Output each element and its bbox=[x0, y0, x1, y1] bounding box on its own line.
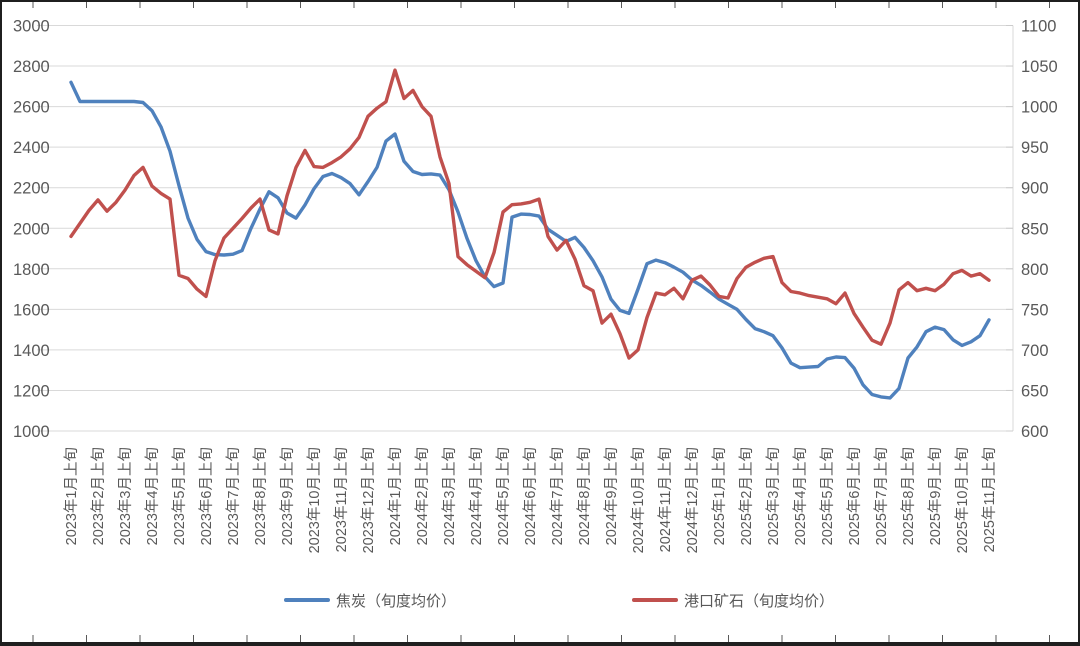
svg-text:900: 900 bbox=[1021, 180, 1049, 198]
svg-text:2024年11月上旬: 2024年11月上旬 bbox=[657, 447, 674, 552]
svg-text:2023年6月上旬: 2023年6月上旬 bbox=[198, 447, 215, 545]
svg-text:1000: 1000 bbox=[13, 423, 50, 441]
svg-text:2023年11月上旬: 2023年11月上旬 bbox=[333, 447, 350, 552]
svg-text:800: 800 bbox=[1021, 261, 1049, 279]
svg-text:2025年1月上旬: 2025年1月上旬 bbox=[711, 447, 728, 545]
svg-text:2600: 2600 bbox=[13, 99, 50, 117]
svg-text:2024年12月上旬: 2024年12月上旬 bbox=[684, 447, 701, 553]
svg-text:2025年8月上旬: 2025年8月上旬 bbox=[900, 447, 917, 545]
svg-text:2025年11月上旬: 2025年11月上旬 bbox=[981, 447, 998, 552]
svg-text:2024年6月上旬: 2024年6月上旬 bbox=[522, 447, 539, 545]
svg-text:2024年3月上旬: 2024年3月上旬 bbox=[441, 447, 458, 545]
svg-text:2000: 2000 bbox=[13, 220, 50, 238]
svg-text:1100: 1100 bbox=[1021, 18, 1056, 36]
svg-text:2024年1月上旬: 2024年1月上旬 bbox=[387, 447, 404, 545]
svg-text:2025年5月上旬: 2025年5月上旬 bbox=[819, 447, 836, 545]
svg-text:2024年8月上旬: 2024年8月上旬 bbox=[576, 447, 593, 545]
svg-text:600: 600 bbox=[1021, 423, 1049, 441]
svg-text:2023年10月上旬: 2023年10月上旬 bbox=[306, 447, 323, 553]
svg-text:850: 850 bbox=[1021, 220, 1049, 238]
svg-text:2024年4月上旬: 2024年4月上旬 bbox=[468, 447, 485, 545]
y-axis-left-labels: 3000 2800 2600 2400 2200 2000 1800 1600 1400 1200… bbox=[13, 18, 50, 442]
svg-text:2200: 2200 bbox=[13, 180, 50, 198]
svg-text:2025年7月上旬: 2025年7月上旬 bbox=[873, 447, 890, 545]
svg-text:2023年3月上旬: 2023年3月上旬 bbox=[117, 447, 134, 545]
svg-text:2024年2月上旬: 2024年2月上旬 bbox=[414, 447, 431, 545]
svg-text:2024年5月上旬: 2024年5月上旬 bbox=[495, 447, 512, 545]
svg-text:2024年9月上旬: 2024年9月上旬 bbox=[603, 447, 620, 545]
svg-text:2023年2月上旬: 2023年2月上旬 bbox=[90, 447, 107, 545]
svg-text:2024年10月上旬: 2024年10月上旬 bbox=[630, 447, 647, 553]
svg-text:1000: 1000 bbox=[1021, 99, 1058, 117]
svg-text:700: 700 bbox=[1021, 342, 1049, 360]
legend-item-coke[interactable]: 焦炭（旬度均价） bbox=[284, 590, 456, 610]
coke-line-swatch bbox=[284, 598, 330, 602]
legend-label-ore: 港口矿石（旬度均价） bbox=[684, 592, 835, 610]
svg-text:2024年7月上旬: 2024年7月上旬 bbox=[549, 447, 566, 545]
svg-text:1050: 1050 bbox=[1021, 58, 1058, 76]
svg-text:2025年2月上旬: 2025年2月上旬 bbox=[738, 447, 755, 545]
svg-text:950: 950 bbox=[1021, 139, 1049, 157]
x-axis-labels: 2023年1月上旬 2023年2月上旬 2023年3月上旬 2023年4月上旬 2023… bbox=[63, 447, 998, 553]
svg-text:2023年1月上旬: 2023年1月上旬 bbox=[63, 447, 80, 545]
svg-text:2025年10月上旬: 2025年10月上旬 bbox=[954, 447, 971, 553]
ore-series-line bbox=[69, 68, 991, 360]
ore-line-swatch bbox=[632, 598, 678, 602]
svg-text:2800: 2800 bbox=[13, 58, 50, 76]
svg-text:2025年9月上旬: 2025年9月上旬 bbox=[927, 447, 944, 545]
svg-text:2023年5月上旬: 2023年5月上旬 bbox=[171, 447, 188, 545]
svg-text:1400: 1400 bbox=[13, 342, 50, 360]
y-axis-right-labels: 1100 1050 1000 950 900 850 800 750 700 650 600 bbox=[1021, 18, 1058, 442]
svg-text:750: 750 bbox=[1021, 301, 1049, 319]
svg-text:1200: 1200 bbox=[13, 382, 50, 400]
svg-text:2025年4月上旬: 2025年4月上旬 bbox=[792, 447, 809, 545]
svg-text:2023年12月上旬: 2023年12月上旬 bbox=[360, 447, 377, 553]
svg-text:2025年6月上旬: 2025年6月上旬 bbox=[846, 447, 863, 545]
svg-text:650: 650 bbox=[1021, 382, 1049, 400]
legend-label-coke: 焦炭（旬度均价） bbox=[336, 592, 457, 610]
svg-text:2023年9月上旬: 2023年9月上旬 bbox=[279, 447, 296, 545]
coke-series-line bbox=[69, 80, 991, 400]
legend-item-ore[interactable]: 港口矿石（旬度均价） bbox=[632, 590, 834, 610]
axis-tick-marks bbox=[32, 2, 1050, 642]
svg-text:2023年8月上旬: 2023年8月上旬 bbox=[252, 447, 269, 545]
svg-text:2025年3月上旬: 2025年3月上旬 bbox=[765, 447, 782, 545]
svg-text:1800: 1800 bbox=[13, 261, 50, 279]
gridlines bbox=[37, 25, 1014, 432]
svg-text:2023年4月上旬: 2023年4月上旬 bbox=[144, 447, 161, 545]
svg-text:2023年7月上旬: 2023年7月上旬 bbox=[225, 447, 242, 545]
svg-text:2400: 2400 bbox=[13, 139, 50, 157]
svg-text:1600: 1600 bbox=[13, 301, 50, 319]
svg-text:3000: 3000 bbox=[13, 18, 50, 36]
